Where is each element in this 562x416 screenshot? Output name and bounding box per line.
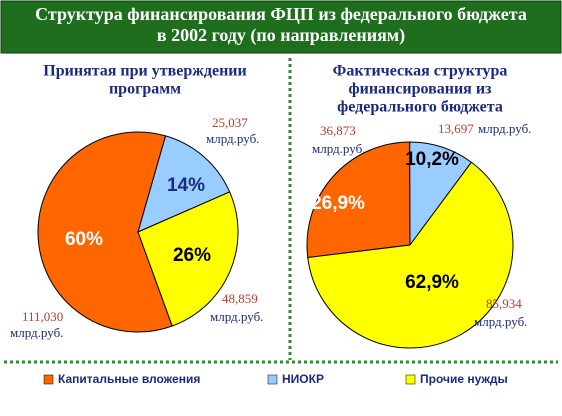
amount-label: 85,934: [486, 296, 522, 311]
amount-unit: млрд.руб.: [206, 131, 259, 146]
slice-label: 62,9%: [405, 272, 459, 293]
pie-slice: [137, 191, 239, 327]
pie-slice: [307, 161, 514, 349]
amount-label: 48,859: [222, 291, 258, 306]
amount-label: 111,030: [22, 309, 63, 324]
pie-slice: [137, 135, 231, 233]
slice-label: 26,9%: [311, 193, 365, 214]
legend-swatch: [405, 374, 416, 385]
pie-slice: [306, 141, 411, 259]
amount-unit: млрд.руб.: [474, 314, 527, 329]
legend-label: Прочие нужды: [420, 372, 508, 386]
pie-title: федерального бюджета: [337, 99, 503, 116]
chart-title: Структура финансирования ФЦП из федераль…: [35, 4, 527, 24]
pie-title: Фактическая структура: [333, 63, 508, 80]
pie-title: программ: [109, 81, 181, 98]
amount-label: 36,873: [320, 123, 356, 138]
legend-label: НИОКР: [282, 372, 324, 386]
amount-unit: млрд.руб.: [10, 325, 63, 340]
amount-unit: млрд.руб.: [210, 309, 263, 324]
legend-label: Капитальные вложения: [58, 372, 200, 386]
pie-title: финансирования из: [349, 81, 493, 98]
slice-label: 10,2%: [405, 149, 459, 170]
amount-label: 25,037: [212, 115, 248, 130]
slice-label: 26%: [173, 245, 211, 266]
slice-label: 14%: [167, 175, 205, 196]
amount-label: 13,697: [438, 121, 474, 136]
title-banner: [0, 0, 562, 54]
pie-title: Принятая при утверждении: [43, 63, 246, 80]
amount-unit: млрд.руб.: [312, 141, 365, 156]
pie-slice: [37, 131, 173, 333]
slice-label: 60%: [65, 229, 103, 250]
chart-title: в 2002 году (по направлениям): [157, 25, 405, 46]
legend-swatch: [43, 374, 54, 385]
amount-unit: млрд.руб.: [478, 121, 531, 136]
legend-swatch: [267, 374, 278, 385]
